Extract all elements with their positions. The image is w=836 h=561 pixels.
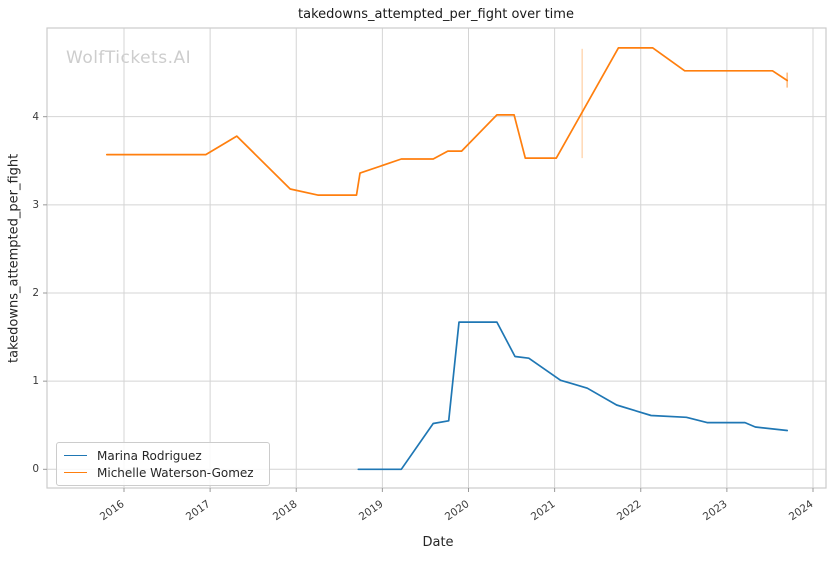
chart-title: takedowns_attempted_per_fight over time bbox=[298, 7, 574, 22]
legend-line-sample bbox=[64, 455, 87, 456]
plot-border bbox=[46, 27, 827, 489]
legend-label: Marina Rodriguez bbox=[97, 448, 202, 463]
legend: Marina Rodriguez Michelle Waterson-Gomez bbox=[56, 442, 270, 486]
x-axis-label: Date bbox=[422, 535, 454, 550]
series-line-michelle-waterson-gomez bbox=[105, 47, 789, 196]
legend-line-sample bbox=[64, 472, 87, 473]
series-line-marina-rodriguez bbox=[357, 321, 789, 471]
legend-label: Michelle Waterson-Gomez bbox=[97, 465, 254, 480]
legend-item: Marina Rodriguez bbox=[64, 447, 261, 464]
watermark: WolfTickets.AI bbox=[66, 48, 192, 68]
legend-item: Michelle Waterson-Gomez bbox=[64, 464, 261, 481]
